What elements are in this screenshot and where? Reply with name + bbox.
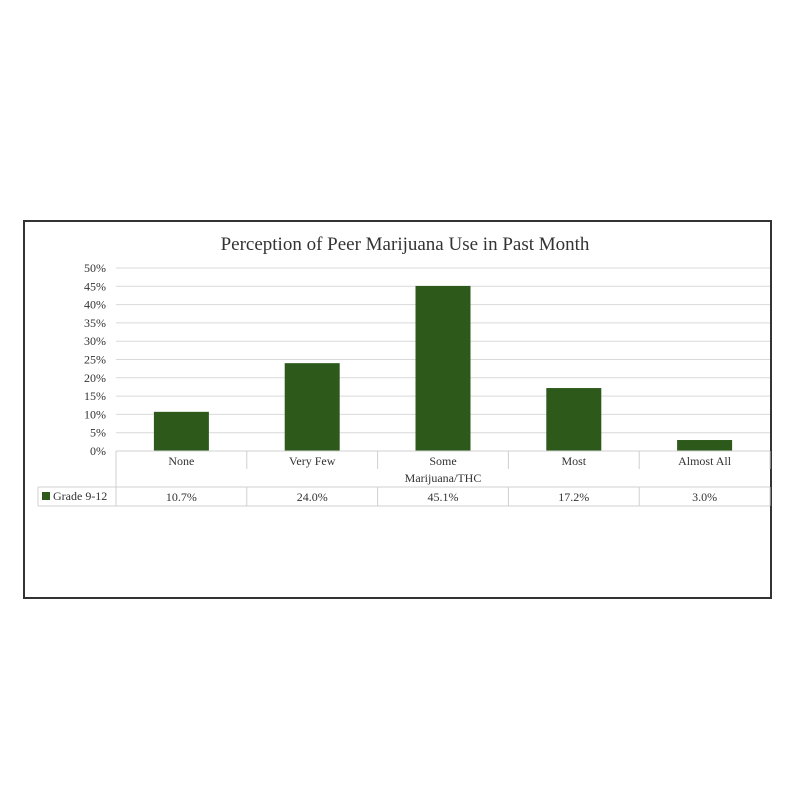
bar [546,388,602,451]
y-tick-label: 30% [84,334,106,348]
y-tick-label: 10% [84,407,106,421]
chart-frame [23,220,772,599]
y-tick-label: 25% [84,353,106,367]
x-axis-title: Marijuana/THC [405,471,482,485]
legend-label: Grade 9-12 [53,489,107,503]
y-tick-label: 5% [90,426,106,440]
data-table-value: 45.1% [428,490,459,504]
bar [153,411,209,451]
y-tick-label: 35% [84,316,106,330]
chart-title: Perception of Peer Marijuana Use in Past… [221,234,590,255]
x-tick-label: Some [429,454,456,468]
x-tick-label: Most [561,454,586,468]
y-tick-label: 40% [84,298,106,312]
x-tick-label: Almost All [678,454,732,468]
y-tick-label: 50% [84,261,106,275]
x-tick-label: None [168,454,194,468]
data-table-value: 24.0% [297,490,328,504]
y-tick-label: 20% [84,371,106,385]
legend-swatch [42,492,50,500]
bar [284,363,340,451]
y-tick-label: 15% [84,389,106,403]
y-tick-label: 0% [90,444,106,458]
bar [677,440,733,451]
bar [415,285,471,451]
data-table-value: 3.0% [692,490,717,504]
data-table-value: 17.2% [558,490,589,504]
data-table-value: 10.7% [166,490,197,504]
x-tick-label: Very Few [289,454,336,468]
y-tick-label: 45% [84,279,106,293]
